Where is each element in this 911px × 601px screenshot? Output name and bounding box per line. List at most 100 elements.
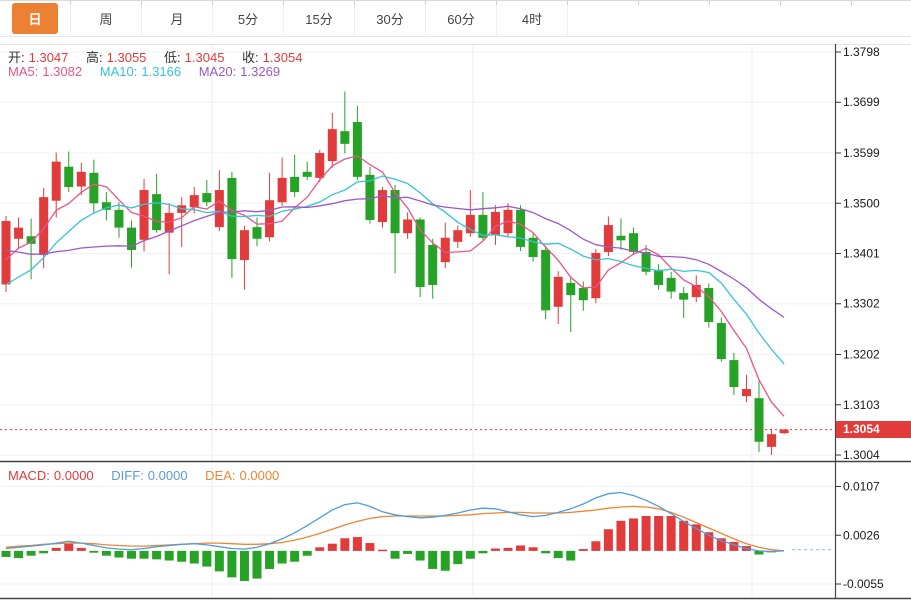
candle	[679, 293, 689, 300]
macd-bar	[64, 543, 74, 551]
candle	[465, 214, 475, 234]
macd-bar	[616, 520, 626, 551]
candle	[741, 389, 751, 397]
macd-bar	[189, 550, 199, 564]
macd-bar	[227, 550, 237, 578]
candles-layer	[1, 91, 789, 455]
candle	[541, 249, 551, 311]
macd-bar	[76, 547, 86, 551]
current-price-badge: 1.3054	[836, 421, 911, 438]
price-axis-label: 1.3500	[843, 196, 880, 210]
candle	[767, 434, 777, 447]
tab-15min-label: 15分	[305, 12, 333, 27]
macd-bar	[553, 550, 563, 559]
ma20-layer	[5, 195, 785, 318]
price-axis-label: 1.3302	[843, 297, 880, 311]
macd-bar	[89, 550, 99, 553]
tab-30min[interactable]: 30分	[355, 1, 426, 36]
diff-line	[5, 491, 785, 553]
macd-bar	[403, 550, 413, 554]
candle	[378, 190, 387, 223]
low-label: 低:	[164, 50, 181, 65]
candle	[89, 172, 99, 204]
tab-month[interactable]: 月	[142, 1, 213, 36]
macd-bar	[478, 550, 488, 554]
macd-axis-label: 0.0026	[843, 528, 880, 542]
candle	[729, 360, 739, 387]
macd-bar	[528, 547, 538, 551]
price-axis-label: 1.3202	[843, 348, 880, 362]
price-axis-label: 1.3599	[843, 146, 880, 160]
macd-bar	[629, 518, 638, 551]
macd-bar	[177, 550, 187, 562]
candle	[754, 398, 764, 442]
macd-bar	[265, 550, 275, 569]
macd-value: 0.0000	[53, 468, 94, 483]
diff-layer	[5, 491, 785, 553]
candle	[340, 131, 350, 144]
candle	[51, 161, 61, 201]
macd-bar	[26, 550, 36, 556]
candle	[478, 214, 488, 238]
candle	[101, 202, 111, 210]
macd-bar	[214, 550, 224, 572]
y-axis-labels: 1.3798 1.3699 1.3599 1.3500 1.3401 1.3302 1.32…	[836, 45, 880, 462]
candle	[403, 219, 413, 234]
candle	[490, 211, 500, 236]
macd-bar	[428, 550, 438, 569]
candle	[265, 200, 275, 238]
macd-bar	[101, 550, 111, 556]
candle	[440, 237, 450, 263]
macd-bar	[691, 524, 701, 551]
macd-bar	[390, 550, 400, 559]
macd-bar	[327, 543, 337, 551]
tab-5min-label: 5分	[237, 12, 259, 27]
candle	[327, 129, 337, 162]
price-axis-label: 1.3401	[843, 247, 880, 261]
macd-bar	[516, 545, 526, 551]
macd-bar	[378, 549, 387, 552]
candle	[629, 233, 638, 252]
macd-bar	[566, 550, 576, 561]
macd-bar	[202, 550, 212, 567]
macd-bar	[290, 550, 300, 562]
tab-60min[interactable]: 60分	[426, 1, 497, 36]
candle	[365, 174, 375, 221]
candle	[76, 171, 86, 187]
price-axis-label: 1.3004	[843, 448, 880, 462]
macd-label: MACD:	[8, 468, 50, 483]
dea-layer	[5, 505, 785, 552]
candle	[641, 251, 651, 272]
candle	[152, 194, 162, 231]
high-label: 高:	[86, 50, 103, 65]
macd-bar	[578, 549, 588, 551]
ma20-line	[5, 195, 785, 318]
tab-day[interactable]: 日	[0, 1, 71, 36]
price-axis-label: 1.3103	[843, 398, 880, 412]
tab-day-label: 日	[12, 3, 58, 34]
macd-bar	[716, 538, 726, 551]
tab-4hour-label: 4时	[521, 12, 543, 27]
tab-4hour[interactable]: 4时	[497, 1, 568, 36]
ma5-line	[5, 155, 785, 417]
tab-week[interactable]: 周	[71, 1, 142, 36]
macd-bar	[315, 547, 325, 551]
macd-bar	[127, 550, 136, 559]
dea-label: DEA:	[205, 468, 236, 483]
open-label: 开:	[8, 50, 25, 65]
ma20-value: 1.3269	[240, 64, 281, 79]
tab-15min[interactable]: 15分	[284, 1, 355, 36]
ma20-label: MA20:	[198, 64, 237, 79]
candle	[428, 244, 438, 285]
candle	[189, 195, 199, 208]
tab-5min[interactable]: 5分	[213, 1, 284, 36]
candle	[415, 219, 425, 287]
candle	[127, 227, 136, 250]
diff-label: DIFF:	[111, 468, 144, 483]
macd-axis-label: 0.0107	[843, 480, 880, 494]
candle	[277, 177, 287, 203]
candle	[214, 190, 224, 228]
candle	[528, 237, 538, 258]
macd-bar	[114, 550, 124, 558]
macd-bar	[164, 550, 174, 561]
